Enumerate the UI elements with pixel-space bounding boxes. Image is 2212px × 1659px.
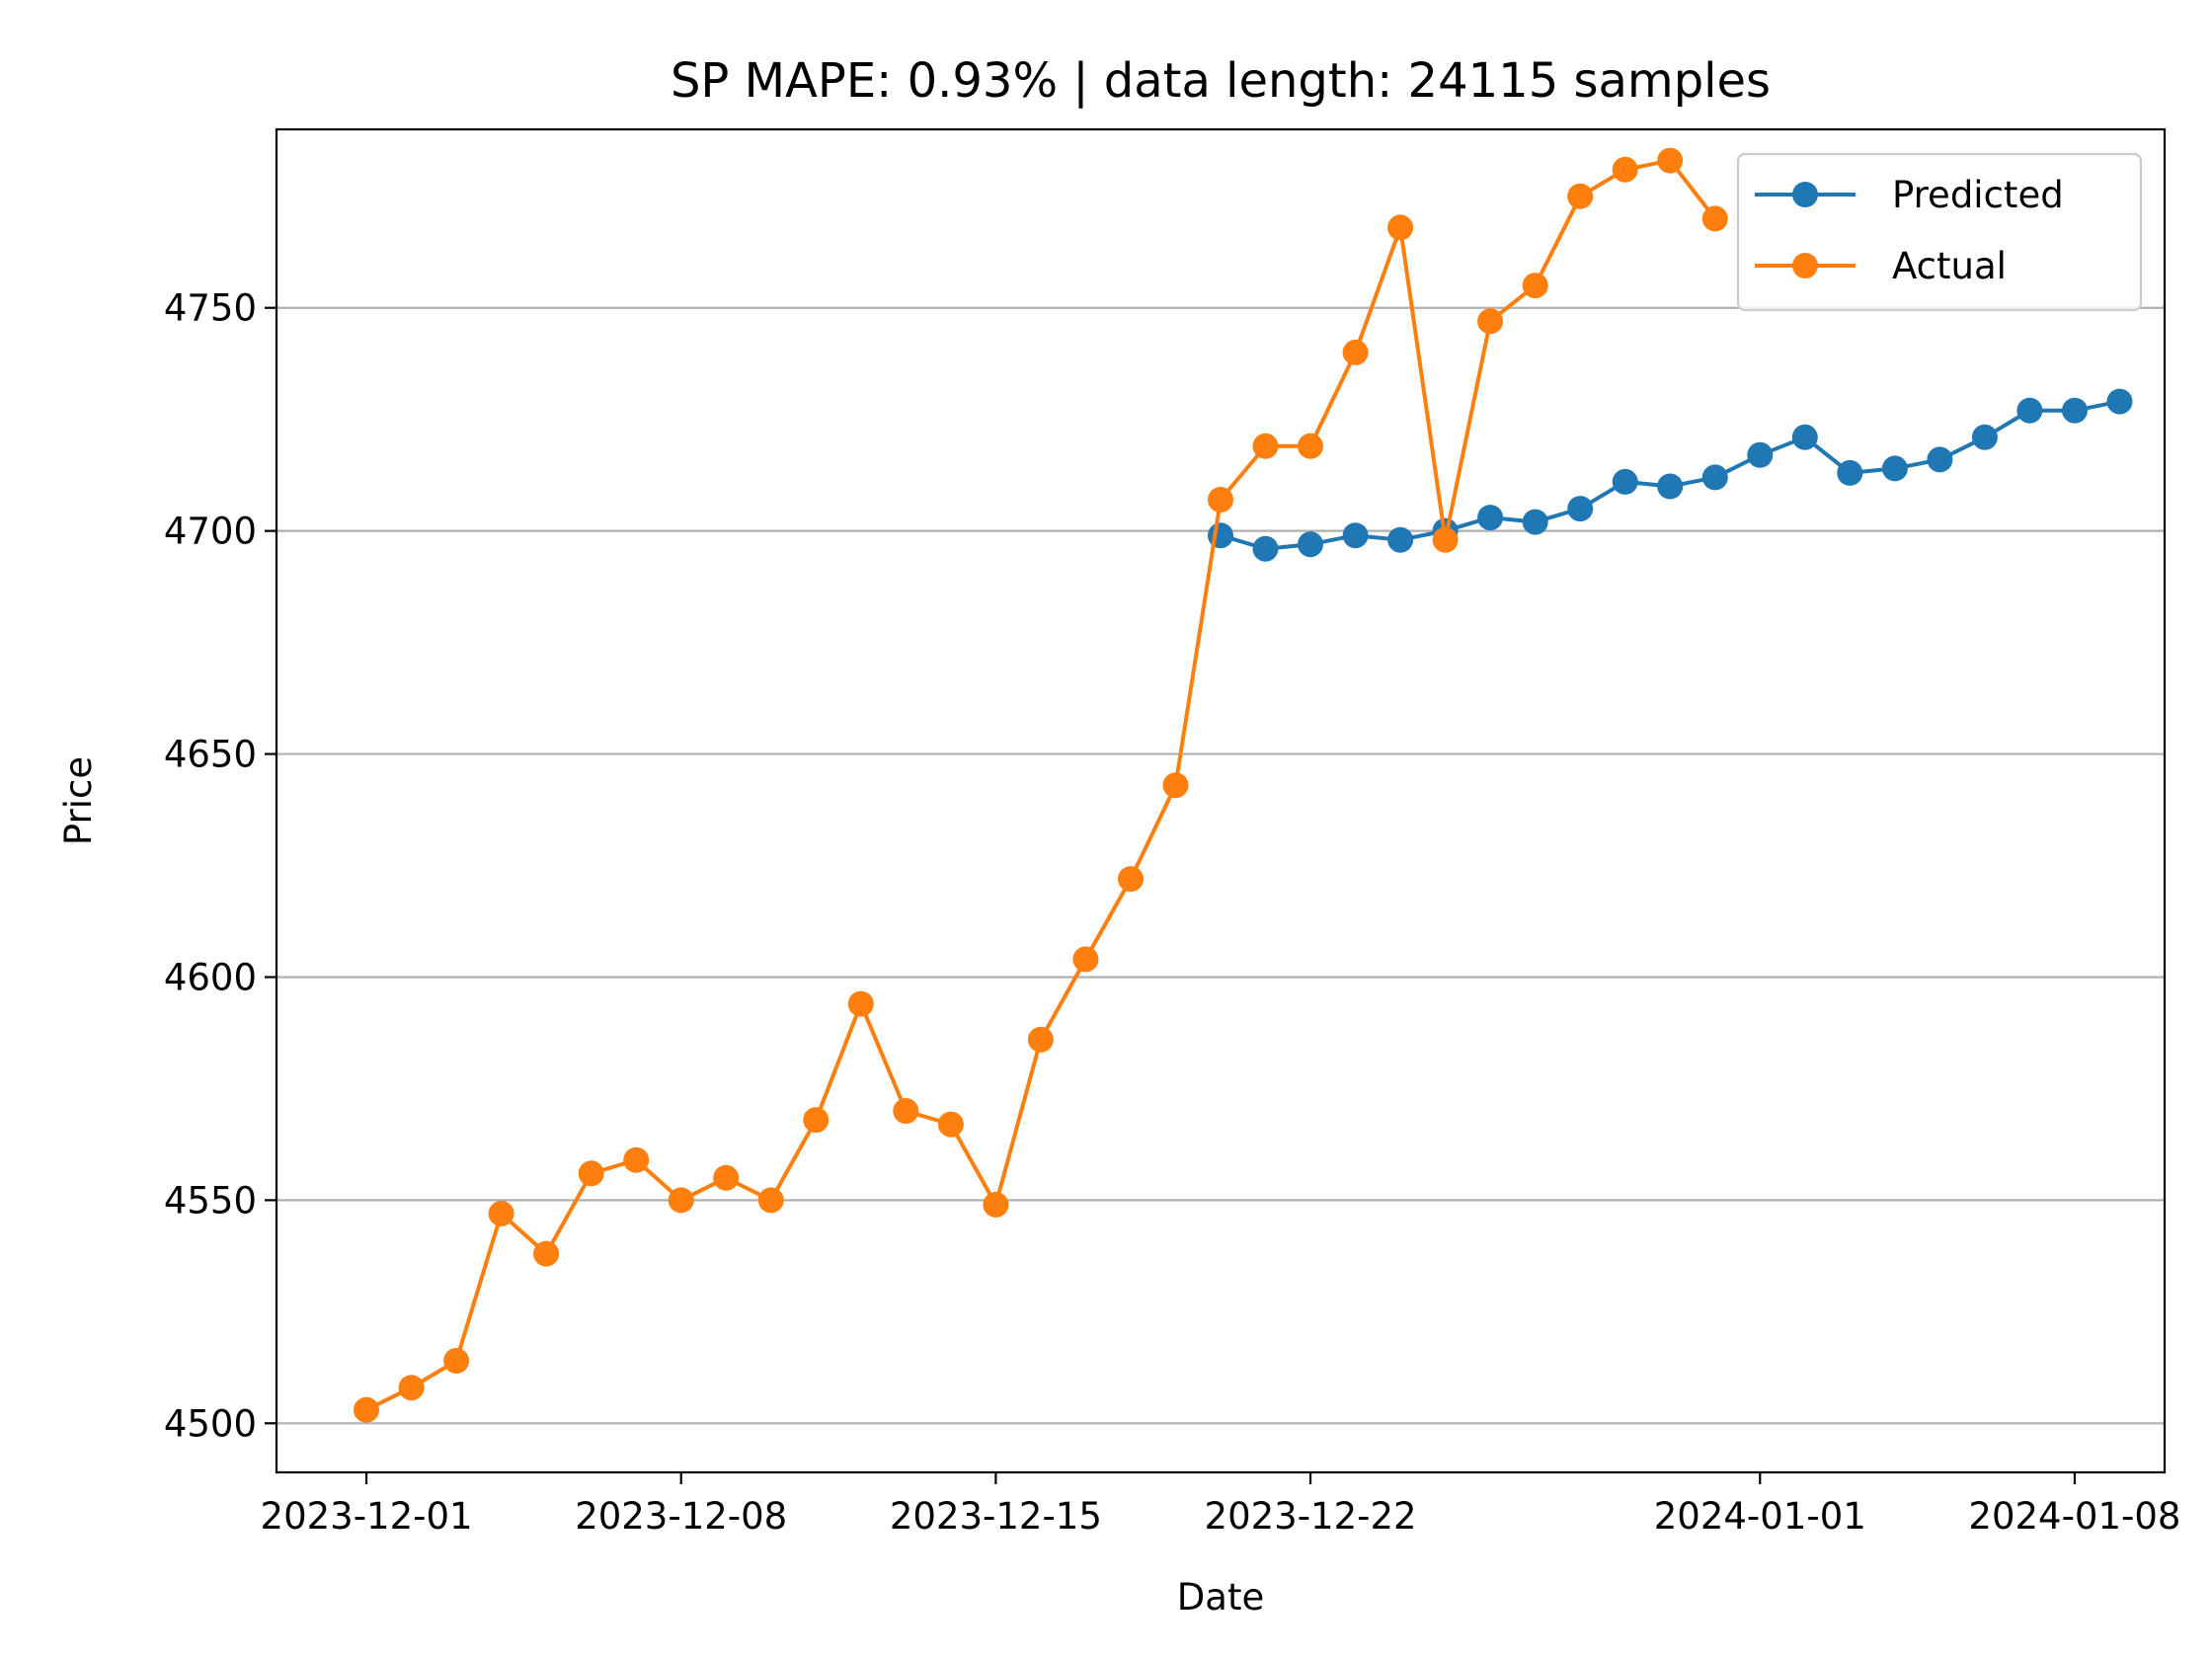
chart-title: SP MAPE: 0.93% | data length: 24115 samp… xyxy=(671,53,1771,109)
y-tick-label: 4600 xyxy=(164,956,257,998)
data-point xyxy=(623,1146,650,1173)
data-point xyxy=(2106,388,2133,415)
data-point xyxy=(1118,866,1144,893)
data-point xyxy=(1027,1026,1054,1053)
data-point xyxy=(1342,522,1369,549)
data-point xyxy=(1612,468,1638,495)
x-tick-label: 2023-12-22 xyxy=(1205,1495,1417,1538)
x-axis-label: Date xyxy=(1177,1576,1264,1619)
data-point xyxy=(1432,526,1459,553)
series-layer xyxy=(354,147,2133,1423)
data-point xyxy=(398,1375,425,1401)
x-axis-ticks: 2023-12-01 2023-12-08 2023-12-15 2023-12-22… xyxy=(261,1472,2180,1538)
data-point xyxy=(2016,397,2043,424)
y-tick-label: 4700 xyxy=(164,511,257,553)
data-point xyxy=(1791,424,1818,450)
plot-frame xyxy=(275,127,2167,1474)
data-point xyxy=(1252,535,1279,562)
series-predicted xyxy=(1208,388,2133,562)
y-tick-label: 4750 xyxy=(164,287,257,330)
data-point xyxy=(1612,156,1638,183)
x-tick-label: 2023-12-08 xyxy=(575,1495,787,1538)
data-point xyxy=(1657,473,1684,500)
data-point xyxy=(533,1240,560,1267)
y-axis-ticks: 4500 4550 4600 4650 4700 4750 xyxy=(164,287,276,1445)
data-point xyxy=(668,1187,694,1214)
data-point xyxy=(354,1396,379,1423)
data-point xyxy=(1298,433,1323,459)
data-point xyxy=(1072,946,1099,973)
data-point xyxy=(1522,273,1548,299)
data-point xyxy=(1701,464,1728,491)
legend-marker-predicted xyxy=(1792,182,1818,207)
x-tick-label: 2024-01-08 xyxy=(1968,1495,2180,1538)
data-point xyxy=(713,1164,740,1191)
data-point xyxy=(2062,397,2088,424)
data-point xyxy=(1567,496,1594,522)
data-point xyxy=(443,1348,470,1374)
data-point xyxy=(1387,526,1414,553)
data-point xyxy=(983,1191,1009,1218)
data-point xyxy=(1522,509,1548,535)
y-tick-label: 4500 xyxy=(164,1402,257,1445)
legend-label-actual: Actual xyxy=(1892,245,2007,287)
x-tick-label: 2023-12-15 xyxy=(890,1495,1102,1538)
data-point xyxy=(1477,308,1504,335)
data-point xyxy=(1747,441,1774,468)
data-point xyxy=(937,1111,964,1138)
data-point xyxy=(1567,183,1594,209)
data-point xyxy=(803,1107,830,1134)
data-point xyxy=(578,1160,604,1187)
data-point xyxy=(847,990,874,1017)
x-tick-label: 2023-12-01 xyxy=(261,1495,473,1538)
y-tick-label: 4550 xyxy=(164,1179,257,1222)
data-point xyxy=(757,1187,784,1214)
legend: Predicted Actual xyxy=(1736,152,2143,312)
data-point xyxy=(1298,531,1323,558)
y-tick-label: 4650 xyxy=(164,734,257,776)
data-point xyxy=(1657,147,1684,174)
data-point xyxy=(1252,433,1279,459)
data-point xyxy=(893,1098,919,1124)
data-point xyxy=(1881,455,1908,482)
data-point xyxy=(1837,459,1863,486)
data-point xyxy=(1971,424,1998,450)
data-point xyxy=(1162,772,1189,799)
data-point xyxy=(1477,505,1504,531)
x-tick-label: 2024-01-01 xyxy=(1654,1495,1866,1538)
data-point xyxy=(1927,446,1953,473)
series-actual xyxy=(354,147,1728,1423)
data-point xyxy=(1208,487,1233,513)
y-axis-label: Price xyxy=(57,756,100,845)
data-point xyxy=(1701,205,1728,232)
data-point xyxy=(1387,214,1414,241)
legend-label-predicted: Predicted xyxy=(1892,174,2064,216)
legend-marker-actual xyxy=(1792,253,1818,278)
data-point xyxy=(1342,339,1369,365)
data-point xyxy=(488,1200,514,1226)
